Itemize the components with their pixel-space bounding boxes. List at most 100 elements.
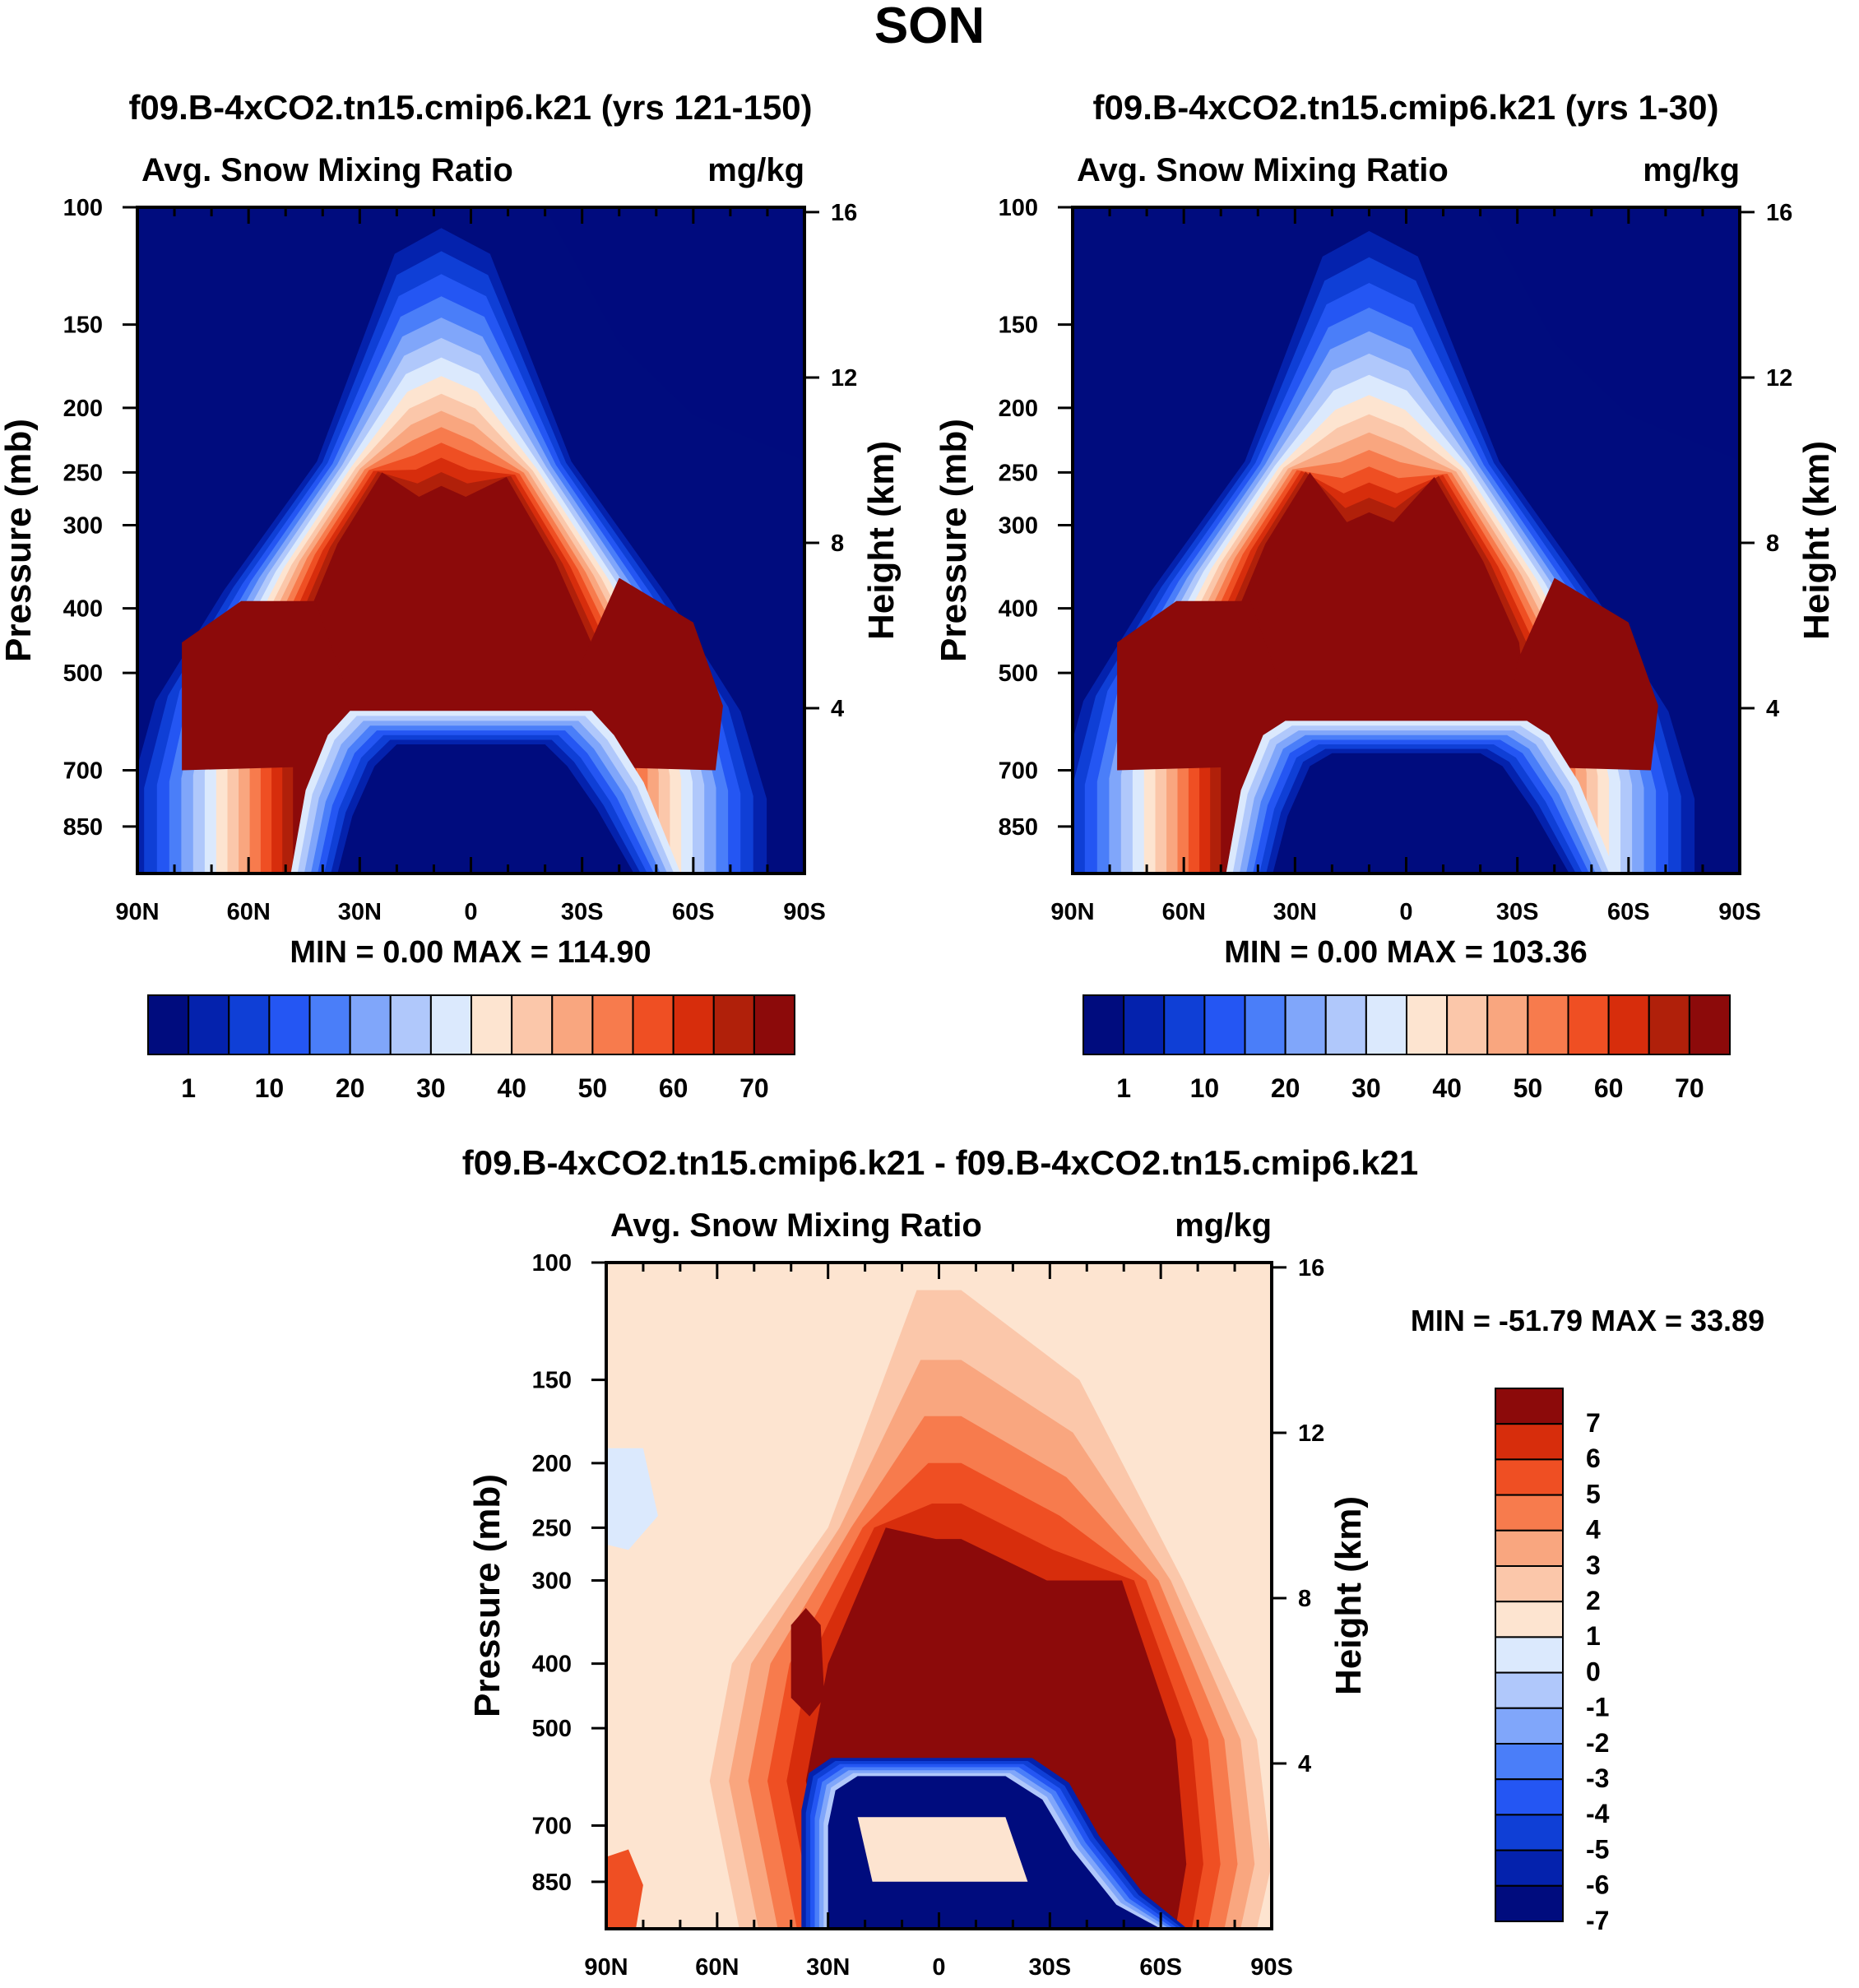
- colorbar-label: -4: [1586, 1799, 1610, 1828]
- colorbar-swatch: [1495, 1636, 1564, 1674]
- y2-tick-label: 16: [1766, 200, 1792, 226]
- colorbar-label: 20: [336, 1073, 365, 1103]
- y2-tick-label: 12: [831, 365, 857, 392]
- x-tick-label: 90S: [783, 899, 826, 925]
- axes: 90N 60N 30N 0 30S 60S 90S 100 150 200 250 300 400 500…: [0, 152, 902, 925]
- y2-axis-title: Height (km): [1328, 1496, 1369, 1695]
- x-tick-label: 90S: [1250, 1954, 1293, 1981]
- colorbar-swatch: [1495, 1565, 1564, 1603]
- colorbar-label: 10: [255, 1073, 285, 1103]
- colorbar-swatch: [1365, 994, 1407, 1055]
- y-tick-label: 850: [999, 814, 1038, 841]
- colorbar-swatch: [147, 994, 190, 1055]
- variable-label: Avg. Snow Mixing Ratio: [141, 152, 513, 188]
- y-tick-label: 850: [63, 814, 103, 841]
- y-tick-label: 700: [63, 758, 103, 785]
- colorbar-label: -6: [1586, 1870, 1609, 1900]
- y-axis-title: Pressure (mb): [934, 419, 974, 662]
- y2-tick-label: 8: [831, 531, 844, 557]
- colorbar: 7 6 5 4 3 2 1 0 -1 -2 -3 -4 -5 -6 -7: [1495, 1388, 1610, 1935]
- right-panel-title: f09.B-4xCO2.tn15.cmip6.k21 (yrs 1-30): [1092, 88, 1718, 127]
- colorbar-label: 0: [1586, 1657, 1601, 1686]
- min-max-stats: MIN = 0.00 MAX = 114.90: [290, 935, 651, 970]
- x-tick-label: 90N: [1050, 899, 1094, 925]
- y-tick-label: 150: [999, 313, 1038, 339]
- y-tick-label: 500: [999, 660, 1038, 687]
- south-lobe: [1502, 577, 1658, 771]
- colorbar-label: 30: [1351, 1073, 1381, 1103]
- colorbar-label: 30: [416, 1073, 446, 1103]
- colorbar-swatch: [1495, 1778, 1564, 1816]
- y-tick-label: 200: [532, 1451, 572, 1477]
- y-tick-label: 400: [532, 1652, 572, 1678]
- y2-tick-label: 8: [1298, 1586, 1311, 1612]
- y-tick-label: 100: [999, 195, 1038, 221]
- variable-label: Avg. Snow Mixing Ratio: [610, 1207, 982, 1244]
- x-tick-label: 30N: [806, 1954, 850, 1981]
- y2-axis-title: Height (km): [1796, 441, 1837, 640]
- y-tick-label: 400: [999, 596, 1038, 623]
- x-tick-label: 30S: [1029, 1954, 1072, 1981]
- polar-surface-positive: [606, 1849, 643, 1929]
- diff-panel: 90N 60N 30N 0 30S 60S 90S100150200250300400500…: [467, 1207, 1764, 1981]
- y2-tick-label: 16: [831, 200, 857, 226]
- min-max-stats: MIN = -51.79 MAX = 33.89: [1411, 1304, 1764, 1337]
- y-tick-label: 300: [63, 512, 103, 539]
- colorbar-swatch: [1607, 994, 1650, 1055]
- colorbar-swatch: [551, 994, 594, 1055]
- y2-tick-label: 4: [1766, 696, 1779, 722]
- y2-tick-label: 12: [1298, 1420, 1324, 1447]
- colorbar-swatch: [1244, 994, 1286, 1055]
- colorbar-swatch: [1284, 994, 1327, 1055]
- colorbar-label: 70: [1675, 1073, 1704, 1103]
- x-tick-label: 60N: [695, 1954, 739, 1981]
- colorbar-label: 70: [739, 1073, 769, 1103]
- colorbar-label: 6: [1586, 1444, 1601, 1473]
- y-tick-label: 150: [532, 1368, 572, 1394]
- colorbar-swatch: [1495, 1494, 1564, 1532]
- y-tick-label: 250: [63, 460, 103, 486]
- colorbar-swatch: [1495, 1388, 1564, 1425]
- units-label: mg/kg: [1643, 152, 1740, 188]
- y2-axis-title: Height (km): [861, 441, 902, 640]
- heatmap-field: [1073, 207, 1740, 874]
- y2-tick-label: 12: [1766, 365, 1792, 392]
- x-tick-label: 0: [932, 1954, 945, 1981]
- colorbar-label: -3: [1586, 1763, 1609, 1793]
- colorbar-label: 1: [1586, 1621, 1601, 1651]
- y2-tick-label: 16: [1298, 1255, 1324, 1281]
- y-tick-label: 200: [999, 396, 1038, 422]
- colorbar-swatch: [1486, 994, 1529, 1055]
- x-tick-label: 60N: [227, 899, 271, 925]
- colorbar-label: 1: [181, 1073, 196, 1103]
- colorbar-swatch: [672, 994, 715, 1055]
- colorbar-swatch: [268, 994, 311, 1055]
- units-label: mg/kg: [707, 152, 804, 188]
- colorbar-swatch: [188, 994, 230, 1055]
- colorbar-label: 10: [1190, 1073, 1220, 1103]
- y-tick-label: 500: [532, 1716, 572, 1742]
- colorbar-label: 60: [1594, 1073, 1624, 1103]
- colorbar-swatch: [753, 994, 795, 1055]
- colorbar-swatch: [1446, 994, 1489, 1055]
- south-lobe: [567, 577, 723, 771]
- colorbar-label: -5: [1586, 1834, 1609, 1864]
- surface-block: [337, 744, 634, 874]
- y2-tick-label: 8: [1766, 531, 1779, 557]
- colorbar-swatch: [308, 994, 351, 1055]
- colorbar-swatch: [1495, 1529, 1564, 1568]
- axes: 90N 60N 30N 0 30S 60S 90S 100 150 200 250 300 400 500…: [467, 1207, 1369, 1981]
- colorbar-swatch: [1123, 994, 1166, 1055]
- y-tick-label: 300: [999, 512, 1038, 539]
- colorbar-label: 20: [1271, 1073, 1300, 1103]
- colorbar-label: 2: [1586, 1586, 1601, 1615]
- colorbar-swatch: [1495, 1884, 1564, 1923]
- x-tick-label: 0: [1399, 899, 1412, 925]
- x-tick-label: 30S: [561, 899, 604, 925]
- y-tick-label: 150: [63, 313, 103, 339]
- y-tick-label: 400: [63, 596, 103, 623]
- min-max-stats: MIN = 0.00 MAX = 103.36: [1224, 935, 1587, 970]
- x-tick-label: 30N: [338, 899, 382, 925]
- axes: 90N 60N 30N 0 30S 60S 90S 100 150 200 250 300 400 500…: [934, 152, 1837, 925]
